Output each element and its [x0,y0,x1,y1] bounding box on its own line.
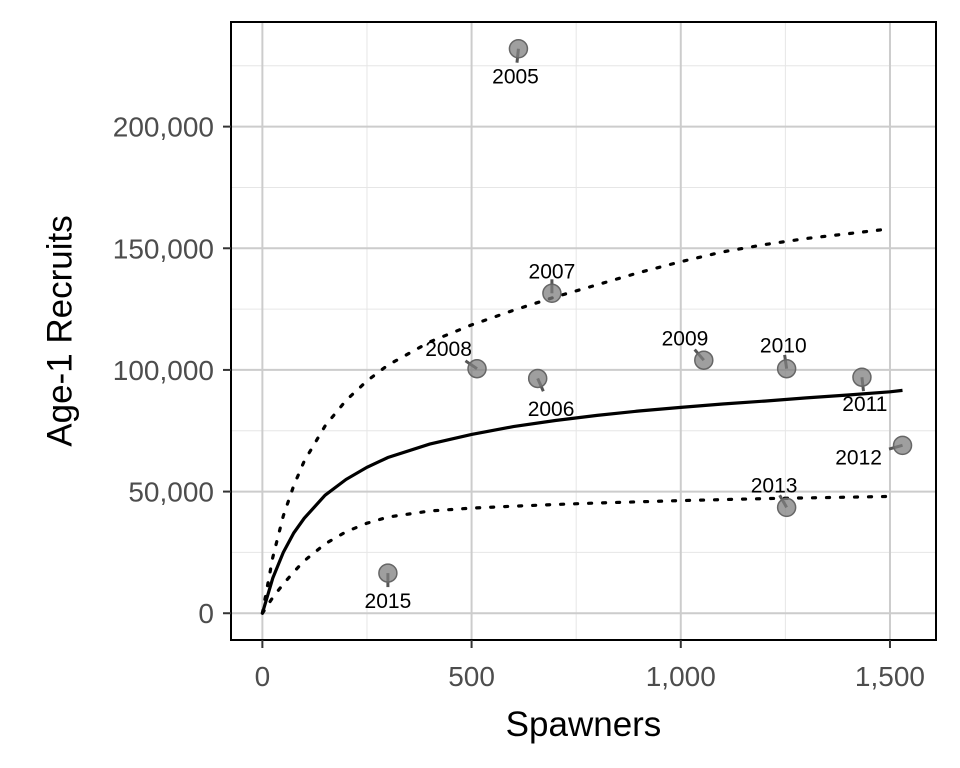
data-point [776,358,797,379]
point-label: 2005 [492,66,539,89]
x-tick-label: 0 [255,661,271,692]
x-tick-labels: 0 500 1,000 1,500 [255,661,925,692]
data-point [508,39,529,59]
point-label: 2015 [365,590,412,613]
data-point [776,497,797,518]
data-points [378,39,913,588]
point-label: 2008 [425,338,472,361]
data-point [852,367,872,387]
data-point [467,358,487,379]
y-tick-label: 200,000 [113,112,214,143]
data-point [378,563,398,583]
x-axis-title: Spawners [506,705,662,744]
data-point [892,435,913,456]
major-gridlines [231,22,936,640]
panel-border [230,21,937,641]
y-tick-label: 50,000 [128,477,214,508]
point-label: 2011 [842,393,887,416]
data-point [527,368,548,389]
fit-curves [260,227,903,615]
point-label: 2013 [751,475,798,498]
axis-ticks [223,125,891,648]
point-label: 2007 [529,260,576,283]
data-point [694,350,714,370]
x-tick-label: 1,000 [646,661,716,692]
y-tick-label: 150,000 [113,233,214,264]
point-labels: 2005 2006 2007 2008 2009 2010 2011 2012 2013 2015 [365,66,888,613]
point-label: 2012 [835,447,882,470]
point-label: 2010 [760,335,807,358]
y-axis-title: Age-1 Recruits [40,215,79,446]
data-point [542,283,562,304]
dotted-bound-curve [260,227,892,615]
y-tick-label: 0 [198,598,214,629]
x-tick-label: 1,500 [855,661,925,692]
y-tick-label: 100,000 [113,355,214,386]
minor-gridlines [231,22,936,640]
dotted-bound-curve [260,494,892,615]
fitted-curve [260,388,903,614]
y-tick-labels: 0 50,000 100,000 150,000 200,000 [113,112,214,630]
x-tick-label: 500 [448,661,495,692]
point-label: 2006 [528,398,575,421]
point-label: 2009 [662,327,709,350]
